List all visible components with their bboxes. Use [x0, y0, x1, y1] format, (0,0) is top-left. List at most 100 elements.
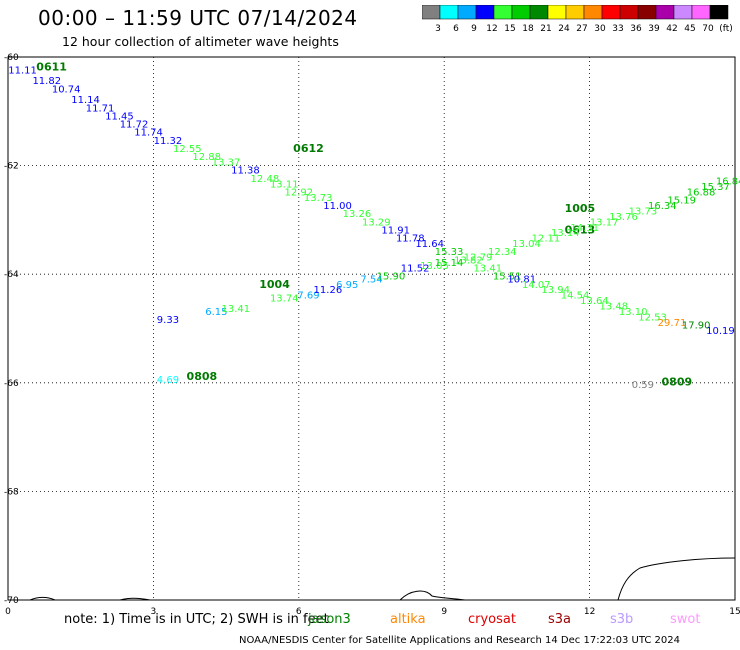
- color-swatch: [709, 5, 729, 20]
- x-tick-labels: 0 3 6 9 12 15: [5, 607, 740, 617]
- wave-height-value: 15.37: [701, 182, 730, 193]
- satellite-legend-entry: jason3: [308, 612, 351, 627]
- wave-height-value: 13.94: [541, 285, 570, 296]
- wave-height-value: 6.95: [336, 280, 358, 291]
- wave-height-value: 14.07: [522, 280, 551, 291]
- color-scale-label: 3: [435, 24, 441, 34]
- wave-height-value: 13.04: [512, 239, 541, 250]
- y-tick-label: -68: [4, 487, 19, 497]
- wave-height-value: 11.26: [314, 285, 343, 296]
- wave-height-value: 15.90: [377, 272, 406, 283]
- pass-label: 1004: [259, 278, 290, 291]
- color-scale-label: 21: [540, 24, 551, 34]
- color-scale-label: 42: [666, 24, 677, 34]
- color-scale-label: 18: [522, 24, 534, 34]
- wave-height-value: 13.41: [473, 263, 502, 274]
- wave-height-value: 11.32: [154, 136, 183, 147]
- footnote-text: note: 1) Time is in UTC; 2) SWH is in fe…: [64, 612, 329, 627]
- color-scale-label: 24: [558, 24, 570, 34]
- wave-height-value: 11.72: [120, 120, 149, 131]
- wave-height-value: 11.74: [134, 128, 163, 139]
- x-tick-label: 3: [151, 607, 157, 617]
- color-scale-label: 70: [702, 24, 714, 34]
- wave-height-value: 15.33: [435, 247, 464, 258]
- wave-height-value: 16.88: [687, 187, 716, 198]
- plot-grid: [8, 57, 735, 600]
- y-tick-label: -62: [4, 162, 19, 172]
- wave-height-value: 13.41: [221, 304, 250, 315]
- pass-label: 1005: [565, 202, 596, 215]
- satellite-legend-entry: cryosat: [468, 612, 516, 627]
- wave-height-value: 10.81: [507, 274, 536, 285]
- wave-height-value: 10.19: [706, 326, 735, 337]
- x-tick-label: 15: [729, 607, 740, 617]
- wave-height-value: 13.17: [590, 217, 619, 228]
- x-tick-label: 0: [5, 607, 11, 617]
- wave-height-value: 11.11: [8, 65, 37, 76]
- color-scale-label: 39: [648, 24, 660, 34]
- wave-height-value: 0.59: [632, 380, 654, 391]
- wave-height-value: 11.45: [105, 111, 134, 122]
- plot-border: [7, 56, 736, 601]
- credit-line: NOAA/NESDIS Center for Satellite Applica…: [239, 635, 681, 646]
- wave-height-value: 11.91: [381, 225, 410, 236]
- footnote: note: 1) Time is in UTC; 2) SWH is in fe…: [64, 612, 329, 627]
- wave-height-value: 11.38: [231, 166, 260, 177]
- wave-height-value: 17.90: [682, 321, 711, 332]
- wave-height-value: 13.74: [270, 293, 299, 304]
- wave-height-value: 13.73: [304, 193, 333, 204]
- wave-height-value: 10.74: [52, 84, 81, 95]
- wave-height-value: 15.19: [667, 196, 696, 207]
- x-tick-label: 6: [296, 607, 302, 617]
- wave-height-value: 12.53: [638, 312, 667, 323]
- wave-height-value: 11.71: [86, 103, 115, 114]
- wave-height-value: 13.29: [362, 217, 391, 228]
- wave-height-value: 13.10: [619, 307, 648, 318]
- coastline-outline: [29, 557, 736, 601]
- wave-height-value: 12.48: [251, 174, 280, 185]
- wave-height-value: 11.78: [396, 234, 425, 245]
- wave-height-value: 14.54: [561, 291, 590, 302]
- color-scale-label: 15: [504, 24, 515, 34]
- wave-height-value: 11.82: [32, 76, 61, 87]
- y-tick-label: -70: [4, 596, 19, 606]
- data-points: 11.1111.8210.7411.1411.7111.4511.7211.74…: [8, 65, 740, 391]
- color-scale-label: 6: [453, 24, 459, 34]
- wave-height-value: 12.11: [532, 234, 561, 245]
- wave-height-value: 13.82: [454, 255, 483, 266]
- color-scale-label: (ft): [719, 24, 732, 34]
- wave-height-value: 13.05: [420, 261, 449, 272]
- wave-height-value: 4.69: [157, 375, 179, 386]
- wave-height-value: 13.64: [580, 296, 609, 307]
- wave-height-value: 13.76: [609, 212, 638, 223]
- pass-label: 0612: [293, 142, 324, 155]
- color-scale-label: 30: [594, 24, 606, 34]
- chart-subtitle: 12 hour collection of altimeter wave hei…: [62, 34, 339, 49]
- wave-height-value: 12.92: [284, 187, 313, 198]
- color-scale-label: 12: [486, 24, 497, 34]
- wave-height-value: 15.51: [493, 272, 522, 283]
- wave-height-value: 9.33: [157, 315, 179, 326]
- pass-labels: 0611 0612 1005 0613 1004 0808 0809: [36, 61, 692, 389]
- pass-label: 0613: [565, 223, 596, 236]
- y-tick-label: -66: [4, 379, 19, 389]
- wave-height-value: 11.52: [401, 263, 430, 274]
- wave-height-value: 13.26: [343, 209, 372, 220]
- pass-label: 0808: [187, 370, 218, 383]
- wave-height-value: 16.34: [648, 201, 677, 212]
- wave-height-value: 12.55: [173, 144, 202, 155]
- color-scale-label: 9: [471, 24, 477, 34]
- wave-height-value: 12.88: [192, 152, 221, 163]
- wave-height-value: 12.79: [464, 253, 493, 264]
- color-scale-label: 45: [684, 24, 695, 34]
- y-tick-label: -64: [4, 270, 19, 280]
- wave-height-value: 11.14: [71, 95, 100, 106]
- wave-height-value: 7.69: [297, 291, 319, 302]
- wave-height-value: 13.37: [212, 158, 241, 169]
- pass-label: 0611: [36, 61, 67, 74]
- pass-label: 0809: [662, 376, 693, 389]
- wave-height-value: 13.14: [551, 228, 580, 239]
- wave-height-value: 13.11: [270, 179, 299, 190]
- x-tick-label: 12: [584, 607, 595, 617]
